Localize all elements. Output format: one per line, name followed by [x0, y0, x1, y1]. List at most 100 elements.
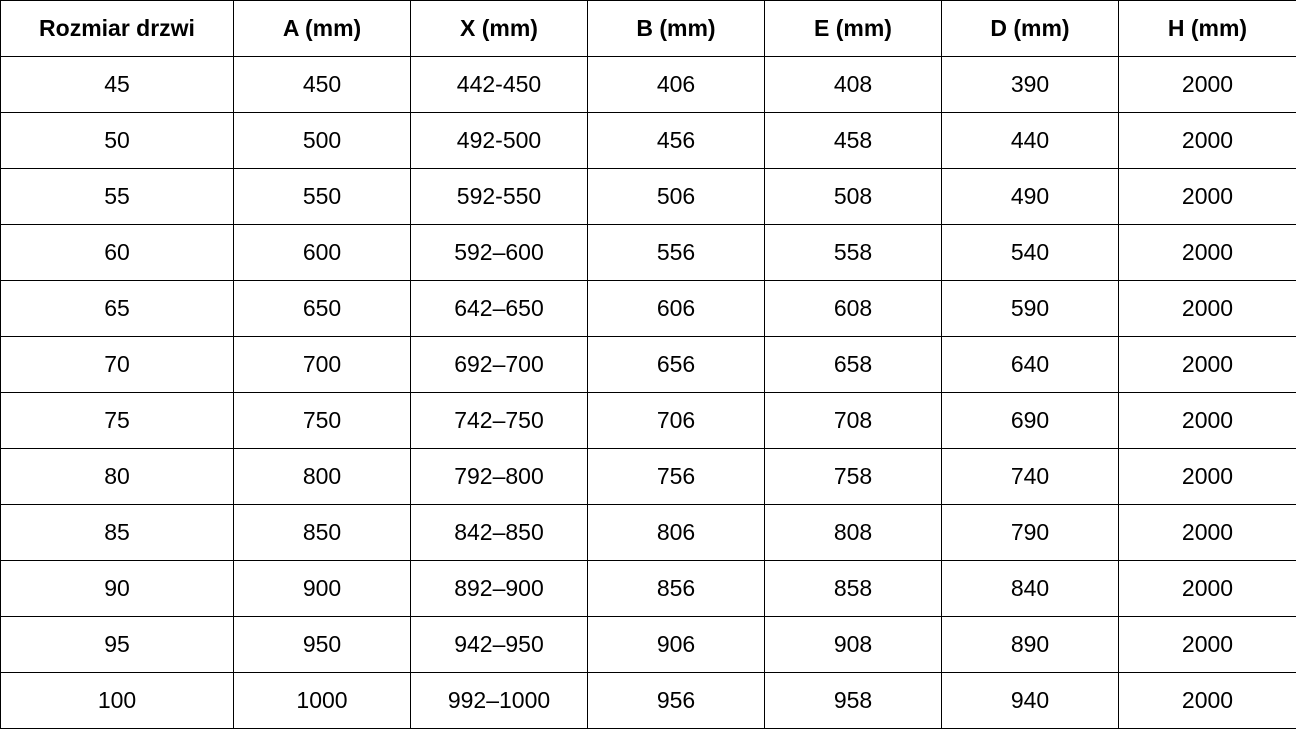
table-cell: 55 — [0, 168, 234, 225]
table-cell: 606 — [587, 280, 765, 337]
table-cell: 850 — [233, 504, 411, 561]
table-cell: 2000 — [1118, 224, 1296, 281]
table-cell: 95 — [0, 616, 234, 673]
table-cell: 840 — [941, 560, 1119, 617]
table-cell: 656 — [587, 336, 765, 393]
table-cell: 592-550 — [410, 168, 588, 225]
table-cell: 742–750 — [410, 392, 588, 449]
table-cell: 556 — [587, 224, 765, 281]
table-cell: 558 — [764, 224, 942, 281]
table-cell: 2000 — [1118, 616, 1296, 673]
column-header: E (mm) — [764, 0, 942, 57]
table-cell: 406 — [587, 56, 765, 113]
table-cell: 2000 — [1118, 336, 1296, 393]
table-cell: 706 — [587, 392, 765, 449]
table-cell: 592–600 — [410, 224, 588, 281]
table-cell: 60 — [0, 224, 234, 281]
table-cell: 950 — [233, 616, 411, 673]
table-cell: 492-500 — [410, 112, 588, 169]
table-cell: 75 — [0, 392, 234, 449]
column-header: A (mm) — [233, 0, 411, 57]
table-cell: 740 — [941, 448, 1119, 505]
table-cell: 1000 — [233, 672, 411, 729]
table-row: 70 700 692–700 656 658 640 2000 — [0, 336, 1296, 393]
table-cell: 45 — [0, 56, 234, 113]
table-row: 90 900 892–900 856 858 840 2000 — [0, 560, 1296, 617]
table-cell: 2000 — [1118, 672, 1296, 729]
table-row: 85 850 842–850 806 808 790 2000 — [0, 504, 1296, 561]
table-cell: 408 — [764, 56, 942, 113]
table-cell: 900 — [233, 560, 411, 617]
table-cell: 80 — [0, 448, 234, 505]
table-row: 60 600 592–600 556 558 540 2000 — [0, 224, 1296, 281]
table-body: 45 450 442-450 406 408 390 2000 50 500 492-500 456… — [0, 56, 1296, 729]
table-cell: 540 — [941, 224, 1119, 281]
table-row: 65 650 642–650 606 608 590 2000 — [0, 280, 1296, 337]
table-cell: 440 — [941, 112, 1119, 169]
table-row: 55 550 592-550 506 508 490 2000 — [0, 168, 1296, 225]
header-row: Rozmiar drzwi A (mm) X (mm) B (mm) E (mm) D (… — [0, 0, 1296, 57]
table-cell: 442-450 — [410, 56, 588, 113]
column-header: B (mm) — [587, 0, 765, 57]
table-cell: 550 — [233, 168, 411, 225]
table-cell: 750 — [233, 392, 411, 449]
table-cell: 490 — [941, 168, 1119, 225]
table-cell: 2000 — [1118, 392, 1296, 449]
table-cell: 756 — [587, 448, 765, 505]
table-cell: 892–900 — [410, 560, 588, 617]
table-row: 80 800 792–800 756 758 740 2000 — [0, 448, 1296, 505]
table-cell: 450 — [233, 56, 411, 113]
table-cell: 65 — [0, 280, 234, 337]
table-cell: 85 — [0, 504, 234, 561]
table-cell: 2000 — [1118, 560, 1296, 617]
table-row: 95 950 942–950 906 908 890 2000 — [0, 616, 1296, 673]
table-cell: 600 — [233, 224, 411, 281]
table-cell: 940 — [941, 672, 1119, 729]
table-cell: 808 — [764, 504, 942, 561]
table-cell: 390 — [941, 56, 1119, 113]
table-cell: 90 — [0, 560, 234, 617]
table-cell: 640 — [941, 336, 1119, 393]
table-cell: 100 — [0, 672, 234, 729]
table-row: 100 1000 992–1000 956 958 940 2000 — [0, 672, 1296, 729]
table-cell: 642–650 — [410, 280, 588, 337]
table-cell: 458 — [764, 112, 942, 169]
table-cell: 942–950 — [410, 616, 588, 673]
table-cell: 800 — [233, 448, 411, 505]
table-cell: 650 — [233, 280, 411, 337]
table-cell: 2000 — [1118, 112, 1296, 169]
table-cell: 708 — [764, 392, 942, 449]
table-cell: 2000 — [1118, 504, 1296, 561]
table-cell: 790 — [941, 504, 1119, 561]
table-cell: 842–850 — [410, 504, 588, 561]
table-cell: 758 — [764, 448, 942, 505]
column-header: H (mm) — [1118, 0, 1296, 57]
table-cell: 956 — [587, 672, 765, 729]
table-cell: 70 — [0, 336, 234, 393]
table-row: 45 450 442-450 406 408 390 2000 — [0, 56, 1296, 113]
table-cell: 908 — [764, 616, 942, 673]
table-cell: 590 — [941, 280, 1119, 337]
table-cell: 2000 — [1118, 280, 1296, 337]
table-row: 50 500 492-500 456 458 440 2000 — [0, 112, 1296, 169]
column-header: Rozmiar drzwi — [0, 0, 234, 57]
table-cell: 508 — [764, 168, 942, 225]
table-cell: 806 — [587, 504, 765, 561]
column-header: X (mm) — [410, 0, 588, 57]
table-row: 75 750 742–750 706 708 690 2000 — [0, 392, 1296, 449]
table-cell: 2000 — [1118, 56, 1296, 113]
table-cell: 608 — [764, 280, 942, 337]
table-cell: 506 — [587, 168, 765, 225]
table-cell: 690 — [941, 392, 1119, 449]
table-cell: 456 — [587, 112, 765, 169]
table-cell: 890 — [941, 616, 1119, 673]
table-cell: 658 — [764, 336, 942, 393]
table-cell: 50 — [0, 112, 234, 169]
table-cell: 700 — [233, 336, 411, 393]
table-cell: 792–800 — [410, 448, 588, 505]
table-cell: 858 — [764, 560, 942, 617]
table-cell: 692–700 — [410, 336, 588, 393]
table-cell: 992–1000 — [410, 672, 588, 729]
table-cell: 906 — [587, 616, 765, 673]
